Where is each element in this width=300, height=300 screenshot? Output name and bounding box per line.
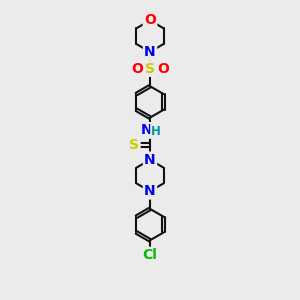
Text: N: N [144,153,156,167]
Text: N: N [144,45,156,59]
Text: S: S [129,138,139,152]
Text: N: N [144,184,156,198]
Text: N: N [141,123,152,137]
Text: O: O [144,14,156,27]
Text: O: O [157,61,169,76]
Text: H: H [151,125,161,138]
Text: O: O [131,61,143,76]
Text: Cl: Cl [142,248,158,262]
Text: S: S [145,61,155,76]
